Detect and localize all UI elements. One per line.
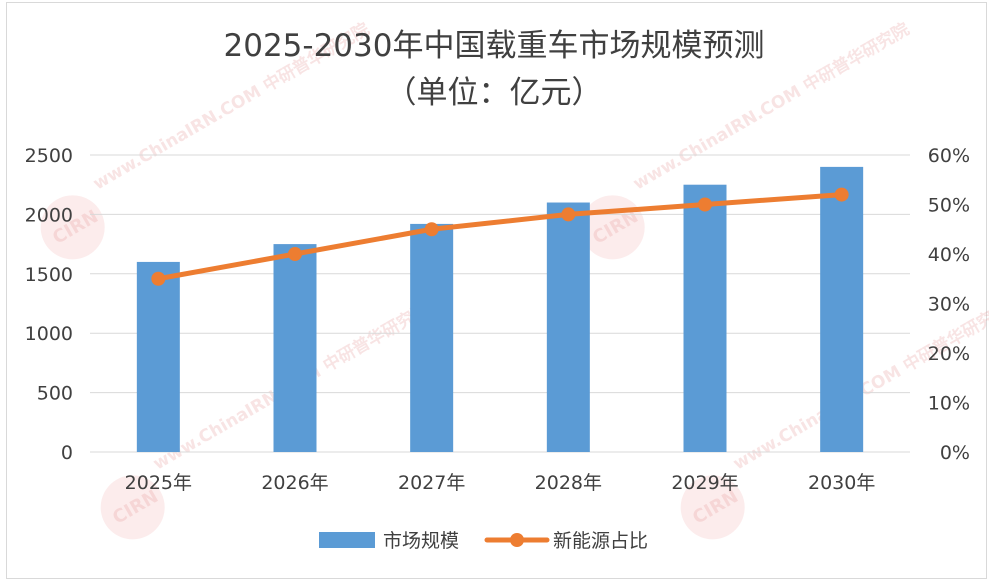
right-tick-label: 0% xyxy=(940,442,970,464)
line-point xyxy=(288,247,302,261)
x-tick-label: 2026年 xyxy=(261,472,328,494)
left-tick-label: 1500 xyxy=(25,264,73,286)
right-tick-label: 40% xyxy=(928,244,970,266)
bar xyxy=(410,223,454,452)
right-tick-label: 60% xyxy=(928,145,970,167)
bar xyxy=(136,261,180,452)
x-tick-label: 2025年 xyxy=(125,472,192,494)
line-point xyxy=(834,187,849,202)
line-point xyxy=(561,207,576,222)
legend-label-line: 新能源占比 xyxy=(553,530,648,552)
x-tick-label: 2030年 xyxy=(808,472,875,494)
right-tick-label: 30% xyxy=(928,294,970,316)
left-axis-ticks: 0 500 1000 1500 2000 2500 xyxy=(25,145,73,464)
watermark-logo-circle xyxy=(680,475,745,540)
bar-series xyxy=(136,166,864,452)
right-tick-label: 20% xyxy=(928,343,970,365)
legend-label-bar: 市场规模 xyxy=(383,530,459,552)
line-series xyxy=(151,187,849,286)
left-tick-label: 1000 xyxy=(25,323,73,345)
bar xyxy=(820,166,864,452)
legend: 市场规模 新能源占比 xyxy=(319,530,648,552)
x-tick-label: 2027年 xyxy=(398,472,465,494)
x-tick-label: 2028年 xyxy=(535,472,602,494)
right-tick-label: 10% xyxy=(928,393,970,415)
gridlines xyxy=(90,154,910,453)
chart-title: 2025-2030年中国载重车市场规模预测 xyxy=(224,28,765,64)
line-path xyxy=(155,192,845,282)
watermark-logo-circle xyxy=(100,475,165,540)
legend-swatch-bar xyxy=(319,532,375,548)
line-point xyxy=(151,271,166,286)
watermark-logo-circle xyxy=(40,195,105,260)
left-tick-label: 0 xyxy=(61,442,73,464)
left-tick-label: 500 xyxy=(37,383,73,405)
legend-marker-line xyxy=(510,533,524,547)
bar xyxy=(273,244,317,452)
right-axis-ticks: 0% 10% 20% 30% 40% 50% 60% xyxy=(928,145,970,464)
line-point xyxy=(698,197,712,212)
chart-subtitle: （单位：亿元） xyxy=(386,75,603,111)
right-tick-label: 50% xyxy=(928,195,970,217)
line-point xyxy=(424,222,439,237)
chart-frame xyxy=(6,2,987,579)
x-axis-ticks: 2025年 2026年 2027年 2028年 2029年 2030年 xyxy=(125,472,876,494)
x-tick-label: 2029年 xyxy=(671,472,738,494)
bar xyxy=(683,184,727,452)
left-tick-label: 2500 xyxy=(25,145,73,167)
bar xyxy=(546,202,590,452)
left-tick-label: 2000 xyxy=(25,204,73,226)
